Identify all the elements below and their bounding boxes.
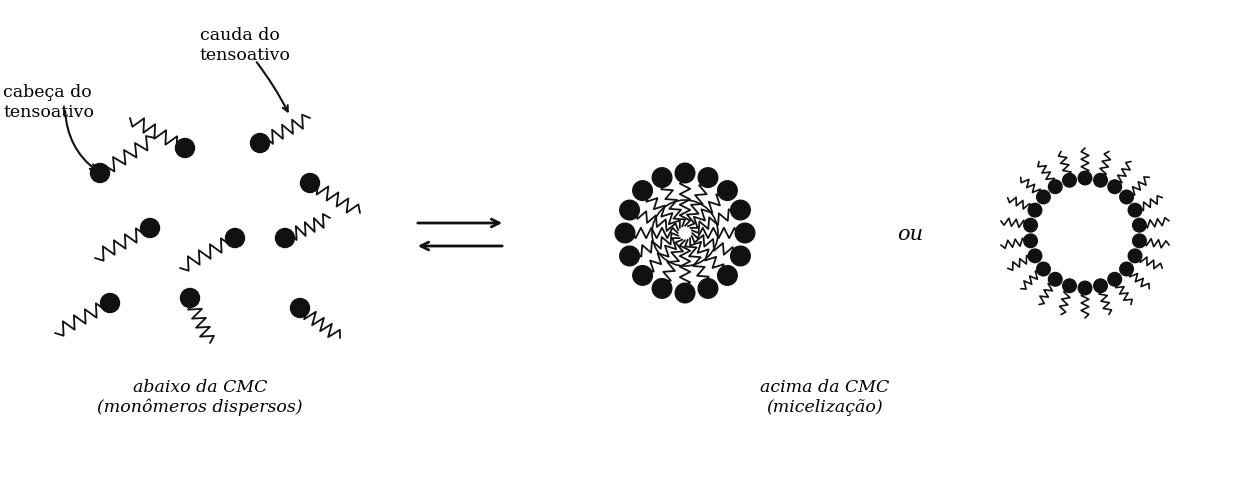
Circle shape (735, 224, 755, 244)
Circle shape (1062, 280, 1076, 293)
Circle shape (251, 134, 270, 153)
Circle shape (176, 139, 194, 158)
Circle shape (226, 229, 245, 248)
Circle shape (698, 279, 717, 299)
Circle shape (1037, 263, 1051, 276)
Circle shape (717, 266, 737, 285)
Circle shape (1037, 191, 1051, 204)
Circle shape (675, 284, 695, 303)
Circle shape (1120, 263, 1134, 276)
Circle shape (1109, 181, 1121, 194)
Circle shape (181, 289, 199, 308)
Circle shape (1093, 280, 1107, 293)
Text: cauda do
tensoativo: cauda do tensoativo (199, 27, 291, 63)
Circle shape (1023, 219, 1037, 232)
Circle shape (90, 164, 109, 183)
Circle shape (698, 168, 717, 188)
Text: cabeça do
tensoativo: cabeça do tensoativo (3, 84, 94, 121)
Text: abaixo da CMC
(monômeros dispersos): abaixo da CMC (monômeros dispersos) (98, 378, 302, 415)
Circle shape (1028, 249, 1042, 263)
Circle shape (1093, 174, 1107, 188)
Circle shape (1062, 174, 1076, 188)
Circle shape (633, 182, 652, 201)
Circle shape (291, 299, 310, 318)
Circle shape (675, 164, 695, 183)
Text: acima da CMC
(micelização): acima da CMC (micelização) (760, 378, 889, 415)
Circle shape (1109, 273, 1121, 286)
Circle shape (1120, 191, 1134, 204)
Circle shape (652, 168, 672, 188)
Circle shape (619, 201, 640, 221)
Circle shape (1132, 219, 1146, 232)
Circle shape (717, 182, 737, 201)
Circle shape (633, 266, 652, 285)
Circle shape (301, 174, 320, 193)
Circle shape (276, 229, 295, 248)
Circle shape (1129, 249, 1142, 263)
Circle shape (1078, 172, 1092, 185)
Circle shape (616, 224, 635, 244)
Circle shape (1048, 273, 1062, 286)
Text: ou: ou (897, 224, 923, 243)
Circle shape (652, 279, 672, 299)
Circle shape (1129, 204, 1142, 218)
Circle shape (100, 294, 119, 313)
Circle shape (1023, 235, 1037, 248)
Circle shape (731, 246, 750, 266)
Circle shape (731, 201, 750, 221)
Circle shape (1028, 204, 1042, 218)
Circle shape (1132, 235, 1146, 248)
Circle shape (1048, 181, 1062, 194)
Circle shape (619, 246, 640, 266)
Circle shape (1078, 282, 1092, 295)
Circle shape (140, 219, 159, 238)
